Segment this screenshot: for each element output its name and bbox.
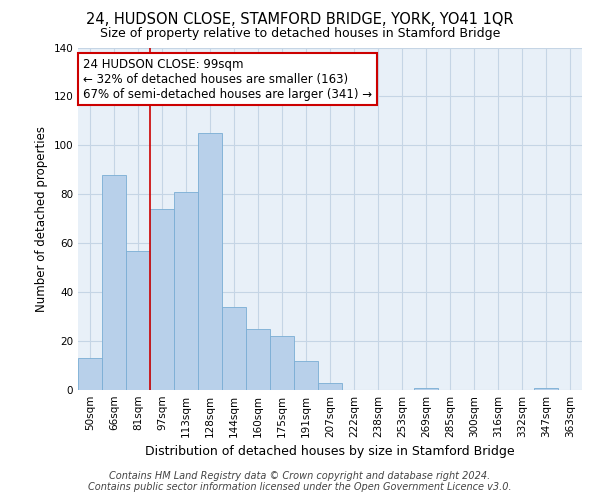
Text: Contains HM Land Registry data © Crown copyright and database right 2024.
Contai: Contains HM Land Registry data © Crown c… <box>88 471 512 492</box>
Bar <box>270 336 294 390</box>
Bar <box>198 133 222 390</box>
Bar <box>174 192 198 390</box>
Bar <box>414 388 438 390</box>
Y-axis label: Number of detached properties: Number of detached properties <box>35 126 48 312</box>
Bar <box>102 174 126 390</box>
Text: 24 HUDSON CLOSE: 99sqm
← 32% of detached houses are smaller (163)
67% of semi-de: 24 HUDSON CLOSE: 99sqm ← 32% of detached… <box>83 58 372 101</box>
Text: Size of property relative to detached houses in Stamford Bridge: Size of property relative to detached ho… <box>100 28 500 40</box>
Bar <box>150 209 174 390</box>
Bar <box>294 360 318 390</box>
Bar <box>222 307 246 390</box>
Bar <box>534 388 558 390</box>
Bar <box>126 250 150 390</box>
Bar <box>246 329 270 390</box>
Bar <box>78 358 102 390</box>
Bar <box>318 382 342 390</box>
Text: 24, HUDSON CLOSE, STAMFORD BRIDGE, YORK, YO41 1QR: 24, HUDSON CLOSE, STAMFORD BRIDGE, YORK,… <box>86 12 514 28</box>
X-axis label: Distribution of detached houses by size in Stamford Bridge: Distribution of detached houses by size … <box>145 446 515 458</box>
